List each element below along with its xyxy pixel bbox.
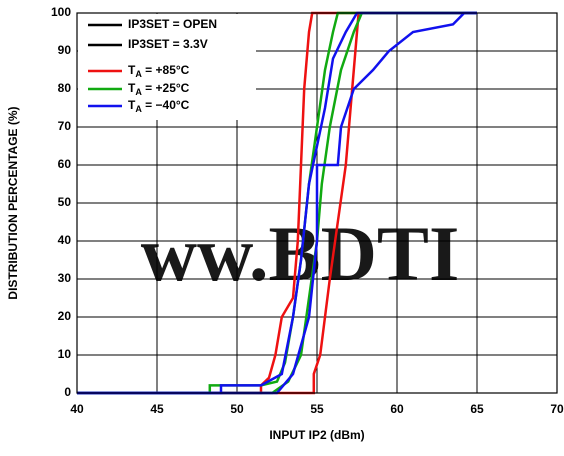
x-tick-label: 50 — [230, 402, 244, 416]
x-tick-label: 55 — [310, 402, 324, 416]
legend-label-part: = −40°C — [142, 98, 190, 112]
y-tick-label: 100 — [51, 5, 71, 19]
x-axis-label: INPUT IP2 (dBm) — [269, 428, 364, 442]
legend-label-part: T — [128, 81, 136, 95]
legend-label-part: T — [128, 63, 136, 77]
legend-label: IP3SET = 3.3V — [128, 37, 208, 51]
x-tick-label: 60 — [390, 402, 404, 416]
x-tick-label: 70 — [550, 402, 564, 416]
y-tick-label: 60 — [58, 157, 72, 171]
legend-label-part: T — [128, 98, 136, 112]
y-axis-label: DISTRIBUTION PERCENTAGE (%) — [6, 106, 20, 299]
x-tick-label: 40 — [70, 402, 84, 416]
legend-label-part: IP3SET = 3.3V — [128, 37, 208, 51]
y-tick-label: 10 — [58, 347, 72, 361]
y-tick-label: 0 — [64, 385, 71, 399]
y-tick-label: 30 — [58, 271, 72, 285]
plot-frame — [76, 12, 558, 394]
legend-box — [78, 14, 256, 120]
x-tick-label: 45 — [150, 402, 164, 416]
legend-label-part: IP3SET = OPEN — [128, 17, 217, 31]
watermark: ww.BDTI — [141, 210, 460, 297]
legend-label-part: A — [135, 104, 142, 114]
legend-label: TA = +85°C — [128, 63, 190, 79]
series-line — [77, 11, 477, 395]
legend-label: TA = +25°C — [128, 81, 190, 97]
legend-label-part: A — [135, 69, 142, 79]
y-tick-label: 70 — [58, 119, 72, 133]
series-line — [77, 11, 477, 395]
y-tick-label: 40 — [58, 233, 72, 247]
legend-label: IP3SET = OPEN — [128, 17, 217, 31]
y-tick-label: 50 — [58, 195, 72, 209]
legend-label-part: = +85°C — [142, 63, 190, 77]
y-tick-label: 20 — [58, 309, 72, 323]
y-tick-label: 80 — [58, 81, 72, 95]
x-tick-label: 65 — [470, 402, 484, 416]
y-tick-label: 90 — [58, 43, 72, 57]
legend-label: TA = −40°C — [128, 98, 190, 114]
series-line — [77, 11, 477, 395]
legend-label-part: = +25°C — [142, 81, 190, 95]
legend-label-part: A — [135, 87, 142, 97]
